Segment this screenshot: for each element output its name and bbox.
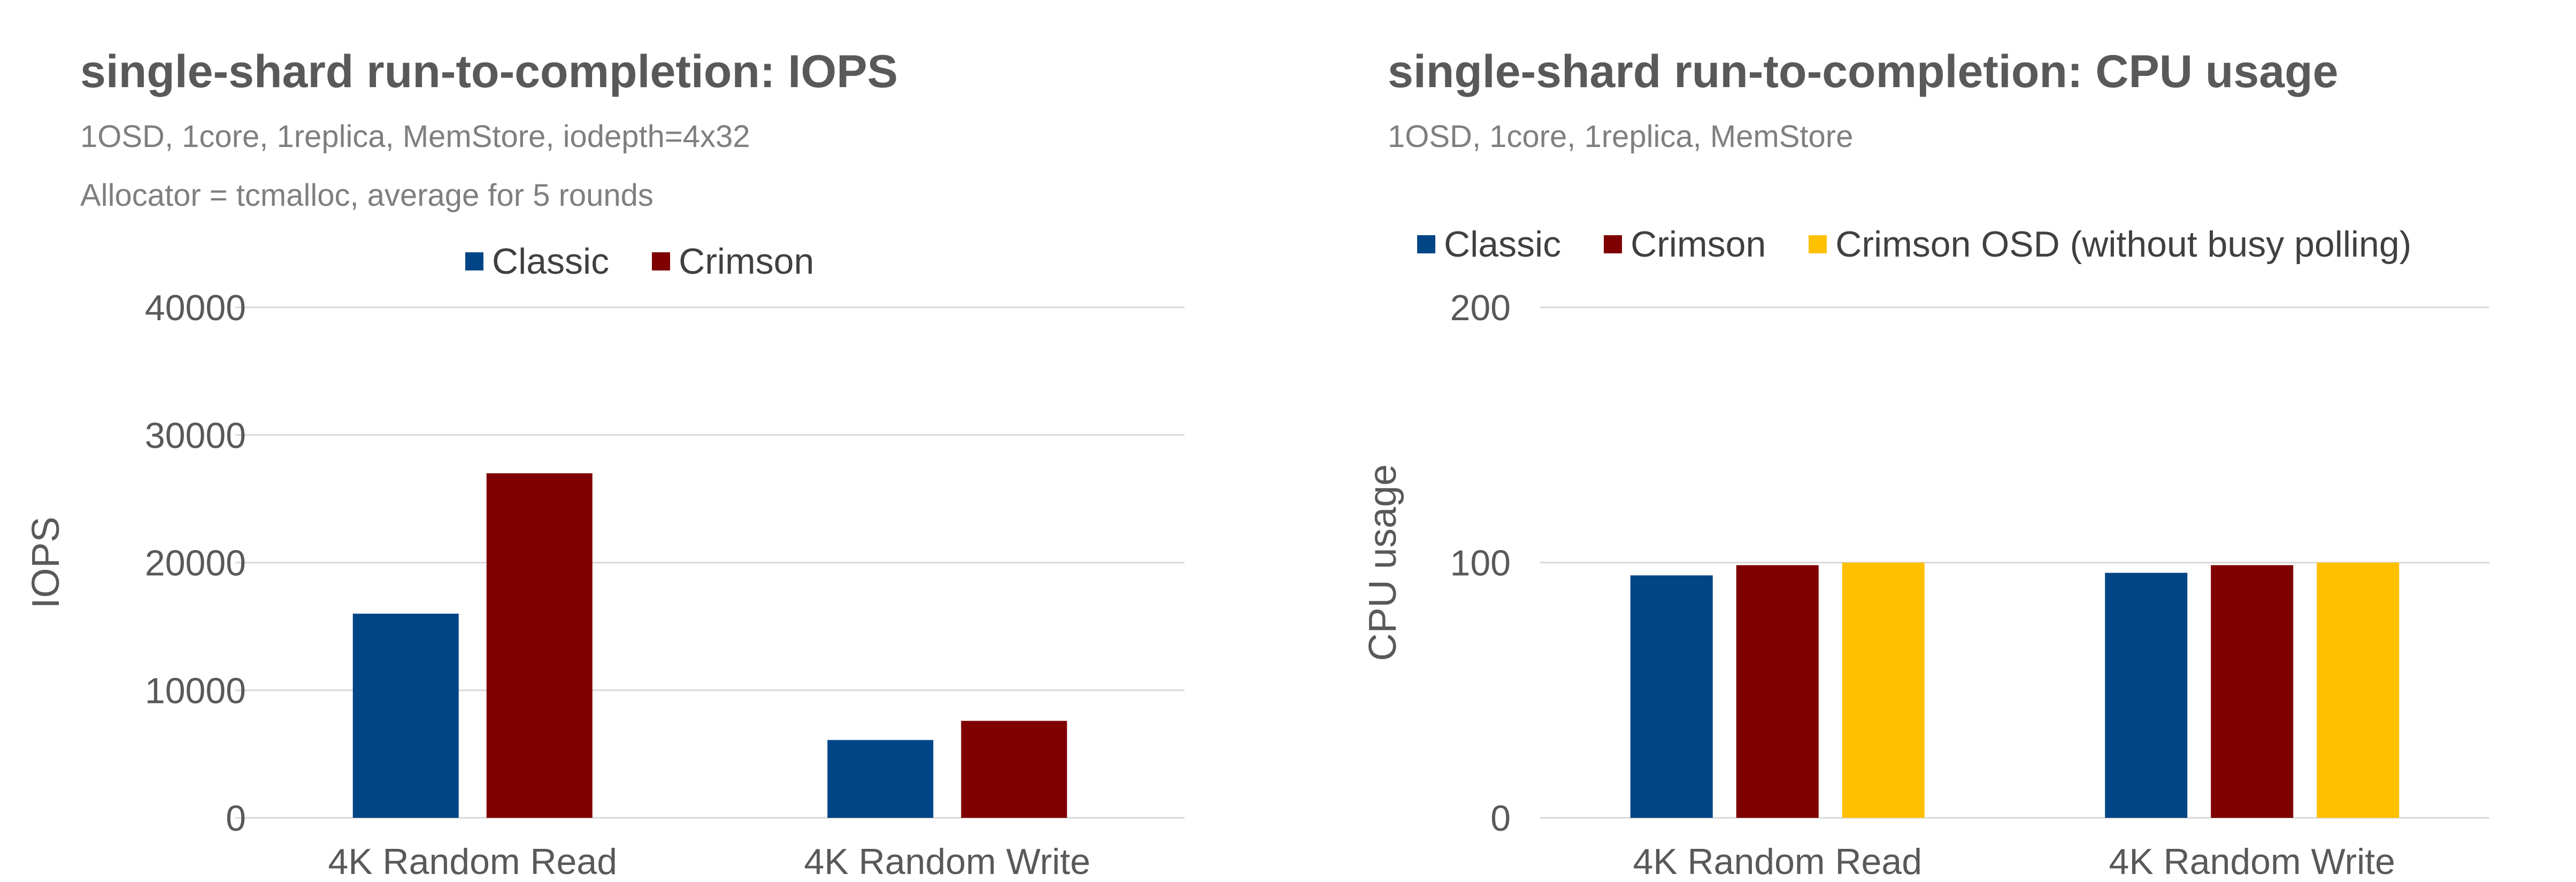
y-axis-label: IOPS	[25, 516, 67, 608]
chart-subtitle-line-2: Allocator = tcmalloc, average for 5 roun…	[80, 178, 653, 213]
bar	[2317, 562, 2400, 818]
legend-item-classic: Classic	[465, 241, 609, 282]
x-category-label: 4K Random Write	[2109, 841, 2395, 882]
y-tick-label: 40000	[145, 288, 246, 328]
y-tick-label: 0	[226, 798, 246, 839]
x-category-label: 4K Random Read	[328, 841, 617, 882]
y-tick-label: 10000	[145, 670, 246, 711]
legend-swatch	[465, 252, 483, 270]
legend-label: Crimson	[1631, 224, 1766, 265]
x-category-label: 4K Random Read	[1633, 841, 1922, 882]
y-tick-label: 100	[1450, 543, 1511, 584]
chart-title: single-shard run-to-completion: CPU usag…	[1388, 46, 2339, 97]
iops-chart-panel: single-shard run-to-completion: IOPS 1OS…	[0, 0, 1283, 882]
cpu-usage-plot: 0 100 200 CPU usage 4K Random Read 4K Random …	[1362, 288, 2489, 882]
bar	[2105, 572, 2188, 818]
legend-item-crimson: Crimson	[1604, 223, 1766, 265]
legend-item-crimson: Crimson	[652, 241, 814, 282]
y-tick-label: 20000	[145, 543, 246, 584]
chart-legend: Classic Crimson	[465, 241, 814, 282]
bar	[486, 473, 593, 818]
y-tick-label: 200	[1450, 288, 1511, 328]
chart-subtitle-line-1: 1OSD, 1core, 1replica, MemStore	[1388, 119, 1854, 154]
legend-label: Crimson OSD (without busy polling)	[1835, 224, 2412, 265]
y-tick-label: 30000	[145, 415, 246, 456]
bar	[1842, 562, 1925, 818]
legend-swatch	[652, 252, 671, 270]
y-tick-label: 0	[1490, 798, 1511, 839]
bar	[2211, 565, 2294, 818]
legend-swatch	[1417, 235, 1435, 253]
y-axis-label: CPU usage	[1362, 464, 1404, 661]
legend-swatch	[1809, 235, 1827, 253]
bar	[1630, 575, 1713, 818]
legend-label: Classic	[492, 241, 610, 282]
legend-label: Crimson	[679, 241, 814, 282]
chart-title: single-shard run-to-completion: IOPS	[80, 46, 898, 97]
bar	[352, 614, 459, 818]
legend-swatch	[1604, 235, 1623, 253]
bar	[961, 721, 1067, 818]
chart-subtitle-line-1: 1OSD, 1core, 1replica, MemStore, iodepth…	[80, 119, 750, 154]
chart-legend: Classic Crimson Crimson OSD (without bus…	[1417, 223, 2411, 265]
bar	[1736, 565, 1819, 818]
bar	[827, 740, 934, 818]
legend-label: Classic	[1444, 224, 1562, 265]
cpu-usage-chart-panel: single-shard run-to-completion: CPU usag…	[1283, 0, 2576, 882]
iops-plot: 0 10000 20000 30000 40000 IOPS 4K Random Read 4…	[25, 288, 1185, 882]
legend-item-crimson-osd: Crimson OSD (without busy polling)	[1809, 223, 2411, 265]
legend-item-classic: Classic	[1417, 223, 1561, 265]
x-category-label: 4K Random Write	[804, 841, 1090, 882]
